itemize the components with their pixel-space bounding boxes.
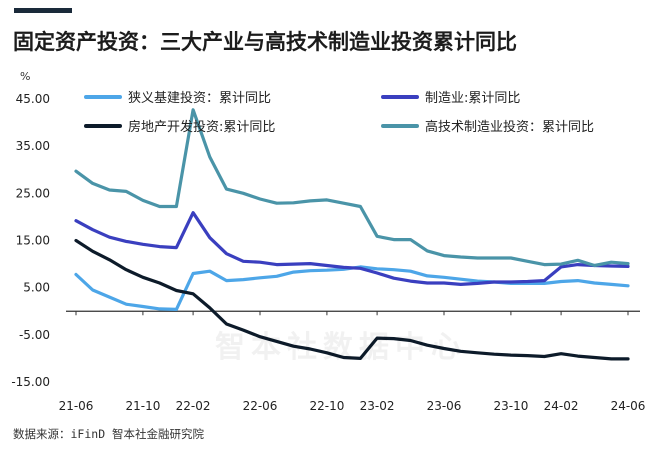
y-tick-label: 35.00	[16, 139, 50, 153]
y-tick-label: 5.00	[23, 281, 50, 295]
y-tick-label: 25.00	[16, 186, 50, 200]
title-accent-bar	[14, 8, 72, 13]
legend-label: 制造业:累计同比	[425, 91, 520, 106]
legend-label: 狭义基建投资：累计同比	[128, 90, 271, 106]
x-tick-labels: 21-06 21-10 22-02 22-06 22-10 23-02 23-06 23-10…	[59, 311, 646, 413]
data-source-note: 数据来源：iFinD 智本社金融研究院	[13, 427, 205, 441]
legend-label: 高技术制造业投资：累计同比	[425, 119, 594, 135]
series-line-3	[74, 238, 630, 361]
x-tick-label: 24-02	[544, 399, 579, 413]
chart-axes: %	[20, 70, 640, 312]
x-tick-label: 24-06	[611, 399, 646, 413]
y-tick-label: 45.00	[16, 92, 50, 106]
x-tick-label: 23-02	[360, 399, 395, 413]
x-tick-label: 22-06	[243, 399, 278, 413]
x-tick-label: 21-06	[59, 399, 94, 413]
series-lines	[74, 108, 630, 361]
x-tick-label: 22-02	[176, 399, 211, 413]
y-tick-label: -15.00	[11, 375, 50, 389]
x-tick-label: 23-06	[427, 399, 462, 413]
x-tick-label: 21-10	[125, 399, 160, 413]
chart-title: 固定资产投资：三大产业与高技术制造业投资累计同比	[13, 30, 517, 54]
y-tick-label: 15.00	[16, 234, 50, 248]
x-tick-label: 22-10	[309, 399, 344, 413]
x-tick-label: 23-10	[493, 399, 528, 413]
legend-label: 房地产开发投资:累计同比	[128, 119, 275, 135]
series-line-4	[74, 108, 630, 268]
y-unit-label: %	[20, 70, 30, 83]
y-tick-label: -5.00	[19, 328, 50, 342]
series-line-1	[74, 265, 630, 311]
watermark: 智本社数据中心	[215, 330, 467, 365]
series-line-2	[74, 211, 630, 286]
y-tick-labels: 45.00 35.00 25.00 15.00 5.00 -5.00 -15.00	[11, 92, 50, 389]
